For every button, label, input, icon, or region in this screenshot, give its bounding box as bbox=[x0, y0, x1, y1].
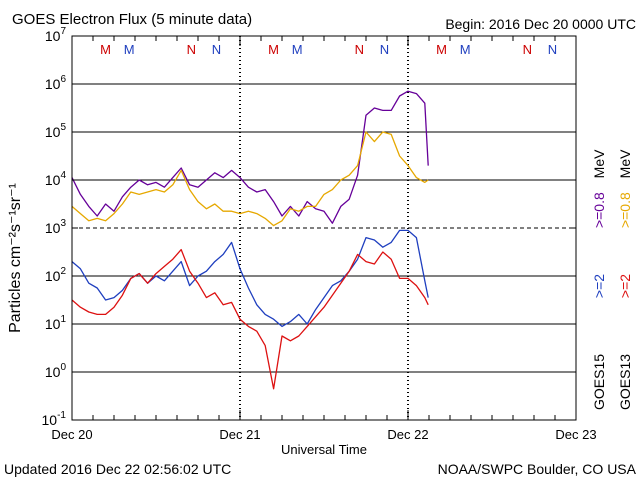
marker-m: M bbox=[124, 42, 135, 57]
legend-goes15-channel-08mev: >=0.8 bbox=[591, 192, 607, 228]
legend-goes15-satellite: GOES15 bbox=[591, 354, 607, 410]
series-line-4 bbox=[71, 248, 429, 390]
x-tick-label: Dec 22 bbox=[387, 427, 428, 442]
legend-goes13-channel-2mev: >=2 bbox=[617, 274, 633, 298]
legend-goes15: GOES15 >=2 >=0.8 MeV bbox=[591, 149, 607, 410]
legend-goes15-unit: MeV bbox=[591, 149, 607, 178]
marker-m: M bbox=[436, 42, 447, 57]
y-tick-label: 105 bbox=[45, 122, 67, 140]
legend-goes13-channel-08mev: >=0.8 bbox=[617, 192, 633, 228]
y-tick-label: 10-1 bbox=[42, 410, 67, 428]
svg-text:GOES15 >=2 >=0: GOES15 >=2 >=0.8 MeV bbox=[591, 149, 607, 410]
marker-n: N bbox=[212, 42, 221, 57]
credit-text: NOAA/SWPC Boulder, CO USA bbox=[438, 461, 637, 477]
y-tick-label: 107 bbox=[45, 26, 67, 44]
x-axis-label: Universal Time bbox=[281, 442, 367, 457]
y-tick-label: 104 bbox=[45, 170, 67, 188]
y-tick-label: 101 bbox=[45, 314, 67, 332]
legend: GOES15 >=2 >=0.8 MeV GOES13 >=2 >=0.8 Me… bbox=[591, 149, 633, 410]
y-tick-label: 102 bbox=[45, 266, 67, 284]
marker-n: N bbox=[187, 42, 196, 57]
series-line-1 bbox=[71, 90, 429, 224]
marker-m: M bbox=[460, 42, 471, 57]
legend-goes13: GOES13 >=2 >=0.8 MeV bbox=[617, 149, 633, 410]
x-tick-label: Dec 23 bbox=[555, 427, 596, 442]
x-tick-label: Dec 20 bbox=[51, 427, 92, 442]
y-tick-label: 103 bbox=[45, 218, 67, 236]
marker-n: N bbox=[548, 42, 557, 57]
series-lines bbox=[71, 90, 429, 390]
x-tick-label: Dec 21 bbox=[219, 427, 260, 442]
y-tick-label: 106 bbox=[45, 74, 67, 92]
series-line-2 bbox=[71, 131, 429, 227]
marker-m: M bbox=[268, 42, 279, 57]
chart-title: GOES Electron Flux (5 minute data) bbox=[12, 11, 252, 28]
marker-n: N bbox=[380, 42, 389, 57]
marker-m: M bbox=[100, 42, 111, 57]
svg-text:GOES13 >=2 >=0: GOES13 >=2 >=0.8 MeV bbox=[617, 149, 633, 410]
marker-n: N bbox=[523, 42, 532, 57]
y-axis-label: Particles cm⁻²s⁻¹sr⁻¹ bbox=[7, 183, 24, 333]
marker-n: N bbox=[355, 42, 364, 57]
legend-goes13-unit: MeV bbox=[617, 149, 633, 178]
marker-m: M bbox=[292, 42, 303, 57]
begin-date-label: Begin: 2016 Dec 20 0000 UTC bbox=[445, 16, 636, 32]
y-tick-label: 100 bbox=[45, 362, 67, 380]
legend-goes15-channel-2mev: >=2 bbox=[591, 274, 607, 298]
series-line-3 bbox=[71, 229, 429, 328]
grid-lines bbox=[72, 36, 576, 420]
updated-timestamp: Updated 2016 Dec 22 02:56:02 UTC bbox=[4, 461, 231, 477]
legend-goes13-satellite: GOES13 bbox=[617, 354, 633, 410]
